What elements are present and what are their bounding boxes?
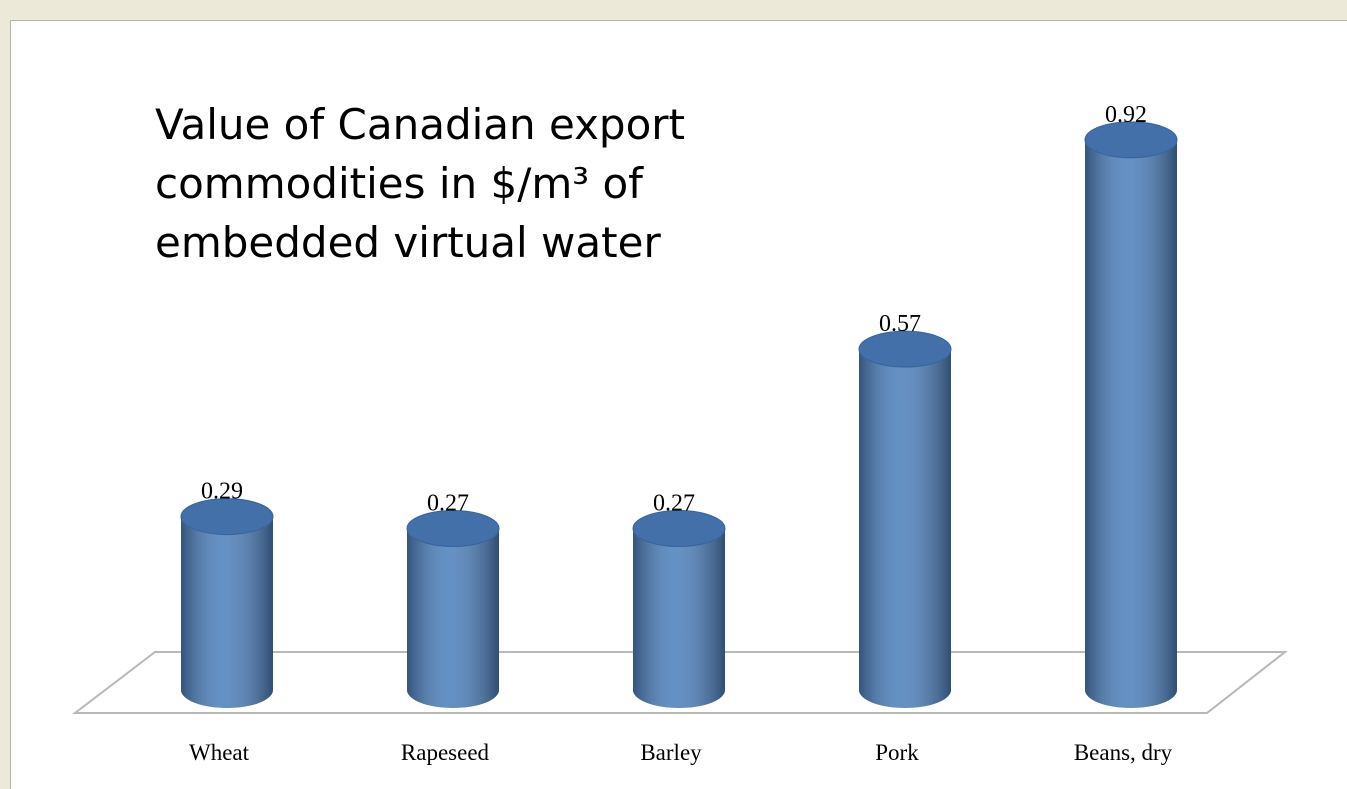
bar-top [1084,121,1178,159]
bar-top [632,510,726,548]
data-label: 0.29 [201,479,243,505]
bar-top-shade [181,498,273,535]
data-label: 0.27 [653,491,695,517]
bar-shading [859,349,951,708]
bar-top [180,498,274,536]
x-tick-label: Beans, dry [1074,740,1173,765]
bar-shading [407,528,499,708]
bar-shading [181,516,273,708]
bar-top-shade [859,331,951,368]
x-tick-label: Wheat [189,740,250,765]
chart-title: Value of Canadian export commodities in … [155,100,686,267]
bar-top-shade [1085,121,1177,158]
bar-shading [633,528,725,708]
x-tick-label: Rapeseed [401,740,490,765]
data-label: 0.27 [427,491,469,517]
data-label: 0.92 [1105,102,1147,128]
bar-top-shade [407,510,499,547]
bar-top-shade [633,510,725,547]
x-tick-label: Barley [640,740,702,765]
bar-top [858,330,952,368]
bar-shading [1085,139,1177,709]
x-tick-label: Pork [875,740,919,765]
bar-top [406,510,500,548]
data-label: 0.57 [879,311,921,337]
